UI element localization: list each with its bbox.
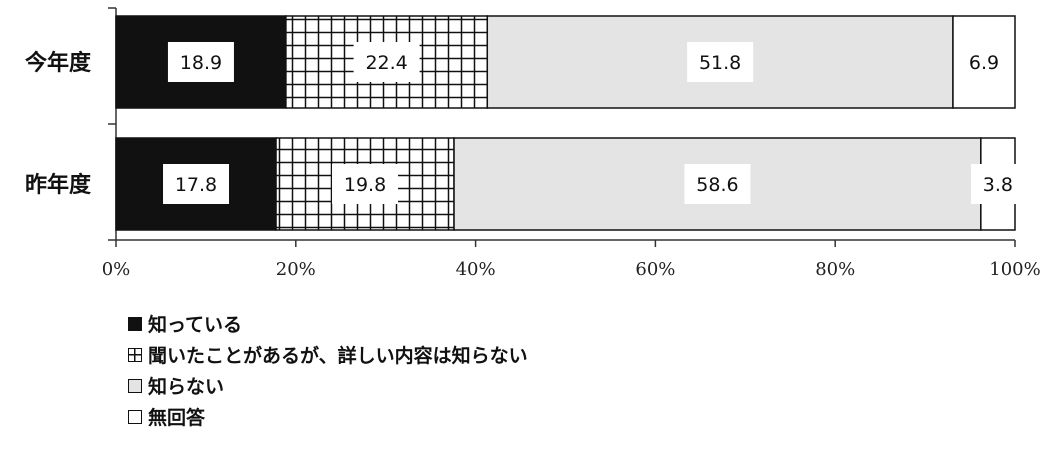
- category-label: 今年度: [25, 50, 92, 76]
- data-label: 3.8: [983, 174, 1013, 196]
- data-label-box: [956, 42, 1011, 82]
- data-label-box: [687, 42, 754, 82]
- category-label: 昨年度: [25, 172, 92, 198]
- data-label: 18.9: [180, 52, 222, 74]
- legend-swatch-gray: [128, 378, 142, 393]
- data-label: 58.6: [696, 174, 738, 196]
- x-tick-label: 60%: [635, 259, 675, 280]
- data-label-box: [970, 164, 1025, 204]
- data-label-box: [332, 164, 399, 204]
- legend-label: 聞いたことがあるが、詳しい内容は知らない: [148, 345, 528, 367]
- legend-swatch-grid: [128, 347, 142, 362]
- legend-label: 無回答: [148, 407, 206, 429]
- data-label-box: [353, 42, 420, 82]
- legend-label: 知っている: [148, 314, 243, 336]
- legend-item-heard: 聞いたことがあるが、詳しい内容は知らない: [128, 339, 528, 370]
- x-tick-label: 80%: [815, 259, 855, 280]
- data-label: 51.8: [699, 52, 741, 74]
- data-label: 17.8: [175, 174, 217, 196]
- data-label: 22.4: [365, 52, 407, 74]
- legend-item-known: 知っている: [128, 308, 528, 339]
- x-tick-label: 0%: [102, 259, 131, 280]
- data-label: 19.8: [344, 174, 386, 196]
- legend-swatch-white: [128, 409, 142, 424]
- legend-swatch-solid: [128, 316, 142, 331]
- bar-segment: [275, 137, 455, 231]
- chart-bars: [115, 15, 1016, 231]
- legend-item-no-answer: 無回答: [128, 401, 528, 432]
- x-tick-label: 40%: [456, 259, 496, 280]
- legend-label: 知らない: [148, 376, 225, 398]
- legend-item-unknown: 知らない: [128, 370, 528, 401]
- x-tick-label: 20%: [276, 259, 316, 280]
- data-label-box: [167, 42, 234, 82]
- chart-legend: 知っている 聞いたことがあるが、詳しい内容は知らない 知らない 無回答: [128, 308, 528, 432]
- data-label-box: [684, 164, 751, 204]
- data-label: 6.9: [969, 52, 999, 74]
- data-label-box: [163, 164, 230, 204]
- x-tick-label: 100%: [989, 259, 1040, 280]
- chart-axes: 0% 20% 40% 60% 80% 100%: [102, 7, 1041, 280]
